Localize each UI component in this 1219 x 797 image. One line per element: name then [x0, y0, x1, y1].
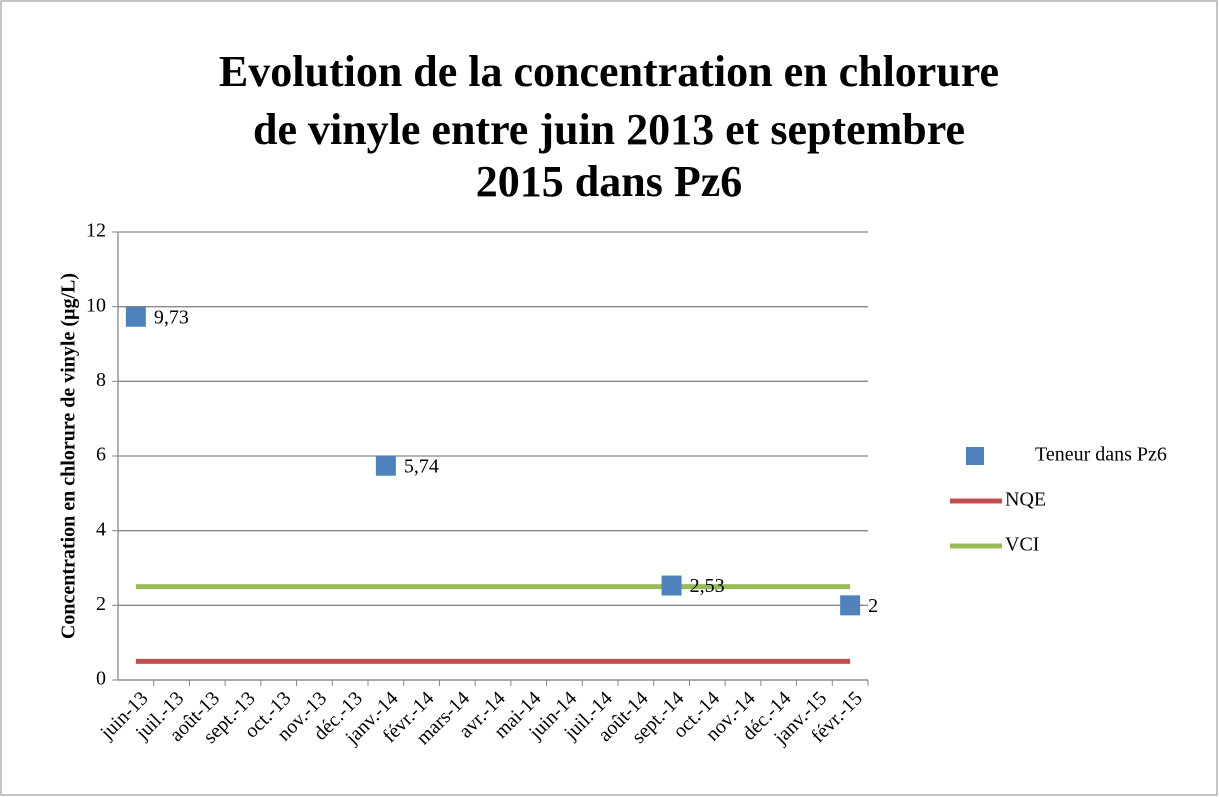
legend-label: NQE — [1005, 489, 1046, 511]
data-point — [375, 455, 396, 476]
chart-title: de vinyle entre juin 2013 et septembre — [253, 105, 965, 154]
y-tick-label: 0 — [96, 668, 106, 690]
y-tick-label: 4 — [96, 518, 106, 540]
data-point — [840, 595, 861, 616]
chart-title: 2015 dans Pz6 — [476, 157, 742, 206]
legend-marker — [966, 447, 984, 465]
legend-label: Teneur dans Pz6 — [1035, 444, 1167, 466]
data-label: 2,53 — [690, 575, 725, 597]
legend-label: VCI — [1005, 534, 1039, 556]
data-label: 5,74 — [404, 455, 439, 477]
data-point — [125, 306, 146, 327]
data-label: 2 — [868, 595, 878, 617]
y-axis-label: Concentration en chlorure de vinyle (µg/… — [58, 273, 80, 639]
y-tick-label: 2 — [96, 593, 106, 615]
y-tick-label: 12 — [86, 220, 106, 242]
data-label: 9,73 — [154, 306, 189, 328]
y-tick-label: 6 — [96, 444, 106, 466]
y-tick-label: 8 — [96, 369, 106, 391]
y-tick-label: 10 — [86, 294, 106, 316]
chart-title: Evolution de la concentration en chlorur… — [219, 47, 999, 96]
data-point — [661, 575, 682, 596]
